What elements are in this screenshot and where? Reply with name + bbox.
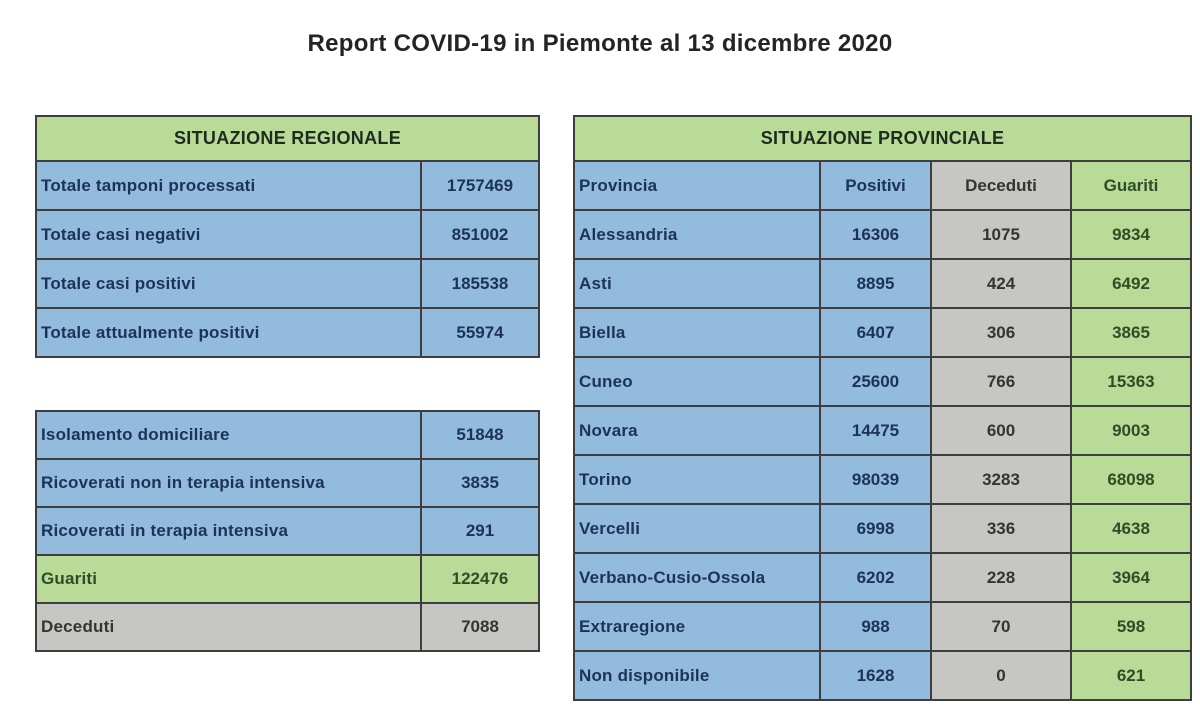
provincial-table: SITUAZIONE PROVINCIALE Provincia Positivi D… <box>573 115 1192 701</box>
table-row: Novara 14475 600 9003 <box>573 405 1192 456</box>
row-label-cell: Totale casi negativi <box>35 209 422 260</box>
column-header-deceduti: Deceduti <box>930 160 1072 211</box>
row-label-cell: Isolamento domiciliare <box>35 410 422 460</box>
guariti-cell: 598 <box>1070 601 1192 652</box>
table-row: SITUAZIONE PROVINCIALE <box>573 115 1192 162</box>
positivi-cell: 6202 <box>819 552 932 603</box>
column-header-positivi: Positivi <box>819 160 932 211</box>
province-name-cell: Asti <box>573 258 821 309</box>
deceduti-cell: 3283 <box>930 454 1072 505</box>
table-row: Vercelli 6998 336 4638 <box>573 503 1192 554</box>
data-table: Isolamento domiciliare 51848 Ricoverati no… <box>35 410 540 652</box>
deceduti-cell: 600 <box>930 405 1072 456</box>
province-name-cell: Non disponibile <box>573 650 821 701</box>
row-value-cell: 122476 <box>420 554 540 604</box>
row-label-cell: Ricoverati non in terapia intensiva <box>35 458 422 508</box>
deceduti-cell: 766 <box>930 356 1072 407</box>
table-row: Biella 6407 306 3865 <box>573 307 1192 358</box>
positivi-cell: 98039 <box>819 454 932 505</box>
table-row: Totale casi positivi 185538 <box>35 258 541 309</box>
province-name-cell: Novara <box>573 405 821 456</box>
row-label-cell: Deceduti <box>35 602 422 652</box>
deceduti-cell: 424 <box>930 258 1072 309</box>
province-name-cell: Cuneo <box>573 356 821 407</box>
row-label-cell: Ricoverati in terapia intensiva <box>35 506 422 556</box>
provincial-section-header: SITUAZIONE PROVINCIALE <box>573 115 1192 162</box>
deceduti-cell: 70 <box>930 601 1072 652</box>
table-row: Deceduti 7088 <box>35 602 540 652</box>
row-value-cell: 185538 <box>419 258 541 309</box>
table-row: Extraregione 988 70 598 <box>573 601 1192 652</box>
table-row: Asti 8895 424 6492 <box>573 258 1192 309</box>
guariti-cell: 15363 <box>1070 356 1192 407</box>
table-row: Alessandria 16306 1075 9834 <box>573 209 1192 260</box>
data-table: SITUAZIONE REGIONALE Totale tamponi proce… <box>34 115 541 358</box>
row-value-cell: 7088 <box>420 602 540 652</box>
positivi-cell: 988 <box>819 601 932 652</box>
table-row: Verbano-Cusio-Ossola 6202 228 3964 <box>573 552 1192 603</box>
report-title: Report COVID-19 in Piemonte al 13 dicemb… <box>307 30 893 57</box>
positivi-cell: 16306 <box>819 209 932 260</box>
province-name-cell: Verbano-Cusio-Ossola <box>573 552 821 603</box>
table-row: Non disponibile 1628 0 621 <box>573 650 1192 701</box>
positivi-cell: 25600 <box>819 356 932 407</box>
guariti-cell: 68098 <box>1070 454 1192 505</box>
row-value-cell: 851002 <box>419 209 541 260</box>
guariti-cell: 6492 <box>1070 258 1192 309</box>
province-name-cell: Biella <box>573 307 821 358</box>
guariti-cell: 9003 <box>1070 405 1192 456</box>
table-row: Isolamento domiciliare 51848 <box>35 410 540 460</box>
table-row: Guariti 122476 <box>35 554 540 604</box>
guariti-cell: 4638 <box>1070 503 1192 554</box>
row-value-cell: 291 <box>420 506 540 556</box>
row-value-cell: 1757469 <box>419 160 541 211</box>
regional-detail-table: Isolamento domiciliare 51848 Ricoverati no… <box>35 410 540 652</box>
table-row: SITUAZIONE REGIONALE <box>34 115 541 162</box>
regional-section-header: SITUAZIONE REGIONALE <box>34 115 541 162</box>
row-value-cell: 3835 <box>420 458 540 508</box>
guariti-cell: 621 <box>1070 650 1192 701</box>
deceduti-cell: 336 <box>930 503 1072 554</box>
deceduti-cell: 306 <box>930 307 1072 358</box>
column-header-guariti: Guariti <box>1070 160 1192 211</box>
column-header-provincia: Provincia <box>573 160 821 211</box>
deceduti-cell: 228 <box>930 552 1072 603</box>
row-label-cell: Totale tamponi processati <box>35 160 422 211</box>
positivi-cell: 6998 <box>819 503 932 554</box>
province-name-cell: Alessandria <box>573 209 821 260</box>
positivi-cell: 8895 <box>819 258 932 309</box>
table-row: Totale tamponi processati 1757469 <box>35 160 541 211</box>
guariti-cell: 3964 <box>1070 552 1192 603</box>
data-table: SITUAZIONE PROVINCIALE Provincia Positivi D… <box>573 115 1192 701</box>
guariti-cell: 3865 <box>1070 307 1192 358</box>
province-name-cell: Extraregione <box>573 601 821 652</box>
deceduti-cell: 0 <box>930 650 1072 701</box>
table-row: Totale casi negativi 851002 <box>35 209 541 260</box>
table-row: Cuneo 25600 766 15363 <box>573 356 1192 407</box>
province-name-cell: Vercelli <box>573 503 821 554</box>
positivi-cell: 14475 <box>819 405 932 456</box>
regional-summary-table: SITUAZIONE REGIONALE Totale tamponi proce… <box>34 115 541 358</box>
row-label-cell: Totale attualmente positivi <box>35 307 422 358</box>
table-row: Torino 98039 3283 68098 <box>573 454 1192 505</box>
positivi-cell: 6407 <box>819 307 932 358</box>
guariti-cell: 9834 <box>1070 209 1192 260</box>
row-label-cell: Totale casi positivi <box>35 258 422 309</box>
table-row: Ricoverati in terapia intensiva 291 <box>35 506 540 556</box>
table-row: Totale attualmente positivi 55974 <box>35 307 541 358</box>
row-label-cell: Guariti <box>35 554 422 604</box>
table-row: Provincia Positivi Deceduti Guariti <box>573 160 1192 211</box>
province-name-cell: Torino <box>573 454 821 505</box>
row-value-cell: 55974 <box>419 307 541 358</box>
deceduti-cell: 1075 <box>930 209 1072 260</box>
table-row: Ricoverati non in terapia intensiva 3835 <box>35 458 540 508</box>
row-value-cell: 51848 <box>420 410 540 460</box>
positivi-cell: 1628 <box>819 650 932 701</box>
